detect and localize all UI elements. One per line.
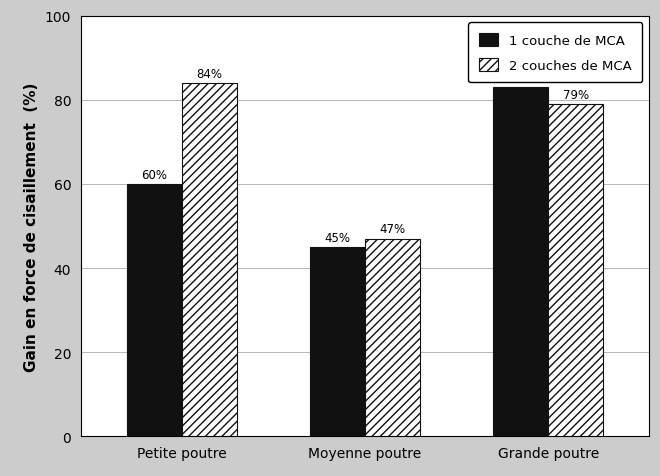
Bar (310, 248, 365, 436)
Text: 45%: 45% (325, 231, 350, 244)
Bar (127, 185, 182, 436)
Bar (365, 239, 420, 436)
Bar (548, 105, 603, 436)
Text: 60%: 60% (141, 168, 167, 181)
Legend: 1 couche de MCA, 2 couches de MCA: 1 couche de MCA, 2 couches de MCA (468, 23, 642, 83)
Text: 79%: 79% (562, 89, 589, 101)
Y-axis label: Gain en force de cisaillement  (%): Gain en force de cisaillement (%) (24, 82, 40, 371)
Text: 83%: 83% (508, 71, 533, 85)
Text: 47%: 47% (379, 223, 405, 236)
Bar (493, 88, 548, 436)
Text: 84%: 84% (196, 68, 222, 80)
Bar (182, 84, 237, 436)
